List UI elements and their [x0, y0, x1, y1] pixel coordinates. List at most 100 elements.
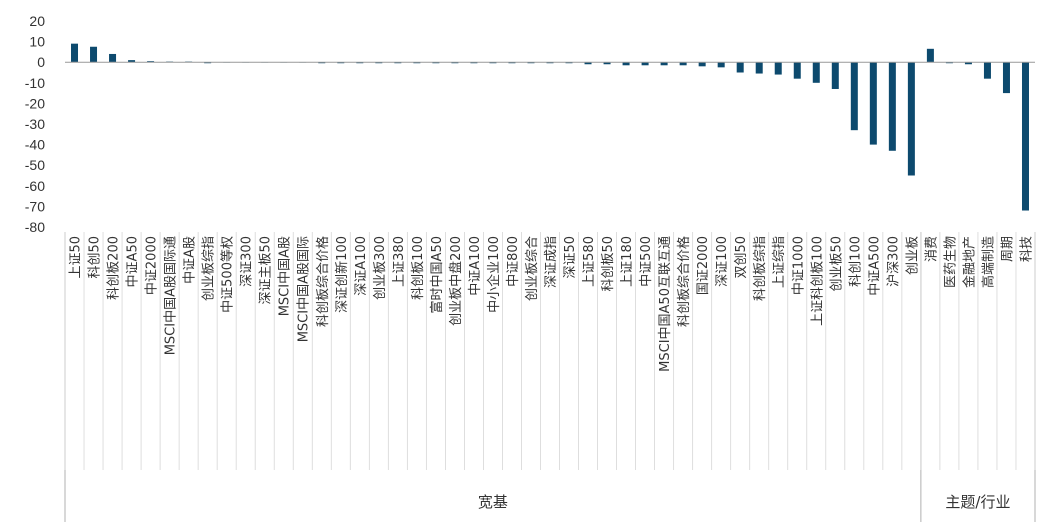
x-tick-label: 科创板综合价格: [676, 236, 692, 327]
bar: [337, 62, 345, 64]
y-tick-label: -10: [25, 75, 45, 91]
bar: [831, 62, 839, 89]
bar: [1021, 62, 1029, 211]
x-tick-label: 上证180: [620, 236, 635, 287]
x-tick-label: 中证A500: [867, 236, 882, 296]
bar: [128, 60, 136, 63]
x-tick-label: 创业板: [905, 236, 920, 275]
bar: [717, 62, 725, 68]
y-tick-label: -50: [25, 157, 45, 173]
bar: [508, 62, 516, 64]
bars-layer: [71, 43, 1029, 211]
y-tick-label: -70: [25, 198, 45, 214]
y-axis: 20 10 0 -10 -20 -30 -40 -50 -60 -70 -80: [25, 13, 45, 235]
x-tick-label: 深证100: [715, 236, 730, 287]
x-tick-label: 创业板综指: [202, 236, 217, 301]
x-tick-label: 科创板50: [601, 236, 616, 292]
bar: [603, 62, 611, 65]
x-tick-label: MSCI中国A50互联互通: [658, 236, 673, 372]
bar: [356, 62, 364, 64]
x-tick-label: 中证1000: [791, 236, 806, 295]
bar: [109, 53, 117, 63]
x-tick-label: MSCI中国A股: [278, 236, 293, 316]
x-tick-label: 深证主板50: [259, 236, 274, 305]
x-tick-label: 科技: [1019, 236, 1034, 262]
bar: [660, 62, 668, 66]
bar: [907, 62, 915, 176]
x-tick-label: 深证A100: [354, 236, 369, 296]
x-tick-label: 中证500: [639, 236, 654, 287]
x-tick-label: 上证380: [392, 236, 407, 287]
y-tick-label: -20: [25, 95, 45, 111]
y-tick-label: -30: [25, 116, 45, 132]
bar: [774, 62, 782, 75]
y-tick-label: 10: [29, 34, 45, 50]
x-tick-label: 金融地产: [961, 236, 977, 288]
x-tick-label: 上证50: [69, 236, 84, 279]
x-tick-label: 深证创新100: [334, 236, 350, 313]
x-tick-label: 科创50: [88, 236, 103, 279]
x-tick-label: 中小企业100: [486, 236, 502, 313]
x-tick-label: 创业板综合: [525, 236, 540, 301]
x-tick-label: 中证A50: [126, 236, 141, 287]
bar: [1002, 62, 1010, 94]
y-tick-label: 20: [29, 13, 45, 29]
y-tick-label: -40: [25, 137, 45, 153]
bar: [546, 62, 554, 64]
bar: [565, 62, 573, 64]
y-tick-label: 0: [37, 54, 45, 70]
x-tick-label: 中证A100: [468, 236, 483, 296]
bar: [394, 62, 402, 64]
bar: [375, 62, 383, 64]
x-tick-label: 深证50: [563, 236, 578, 279]
x-tick-label: 创业板50: [829, 236, 844, 292]
x-tick-label: 中证A股: [183, 236, 198, 284]
x-tick-label: 中证2000: [145, 236, 160, 295]
bar: [622, 62, 630, 66]
bar: [736, 62, 744, 73]
bar: [584, 62, 592, 65]
bar: [945, 62, 953, 64]
bar: [90, 46, 98, 63]
bar: [679, 62, 687, 66]
x-tick-label: 创业板中盘200: [448, 236, 464, 326]
x-tick-label: 高端制造: [980, 236, 996, 288]
y-tick-label: -80: [25, 219, 45, 235]
bar: [204, 62, 212, 64]
x-tick-label: 双创50: [734, 236, 749, 279]
x-tick-label: 富时中国A50: [429, 236, 445, 313]
bar: [527, 62, 535, 64]
bar: [489, 62, 497, 64]
bar: [755, 62, 763, 74]
x-tick-label: 消费: [924, 236, 939, 262]
x-tick-label: MSCI中国A股国际: [297, 236, 312, 342]
bar: [432, 62, 440, 64]
bar: [926, 48, 934, 63]
group-axis: 宽基 主题/行业: [64, 232, 1036, 522]
group-label: 宽基: [478, 493, 508, 511]
bar: [698, 62, 706, 67]
x-tick-label: 科创板综指: [753, 236, 768, 301]
bar: [964, 62, 972, 65]
bar: [318, 62, 326, 64]
bar: [888, 62, 896, 151]
x-tick-label: 上证580: [582, 236, 597, 287]
y-tick-label: -60: [25, 178, 45, 194]
x-tick-label: 深证成指: [544, 236, 559, 288]
x-tick-label: 科创板100: [411, 236, 426, 300]
x-tick-label: 中证500等权: [220, 236, 236, 313]
x-tick-label: 周期: [1000, 236, 1015, 262]
bar: [470, 62, 478, 64]
group-label: 主题/行业: [945, 493, 1010, 511]
bar: [71, 43, 79, 63]
bar: [869, 62, 877, 145]
bar: [850, 62, 858, 131]
x-tick-label: 沪深300: [885, 236, 901, 287]
x-tick-label: 深证300: [240, 236, 255, 287]
x-tick-label: MSCI中国A股国际通: [164, 236, 179, 355]
bar: [812, 62, 820, 83]
x-tick-label: 创业板300: [373, 236, 388, 300]
x-tick-label: 科创板综合价格: [315, 236, 331, 327]
bar: [451, 62, 459, 64]
